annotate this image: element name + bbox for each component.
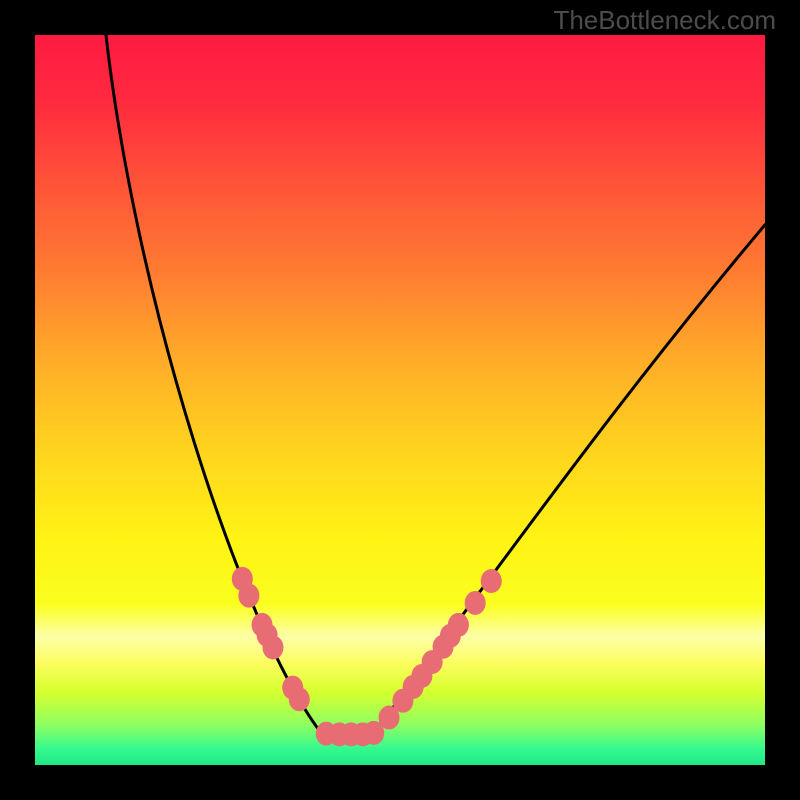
marker-right-8 [465,591,486,615]
marker-left-4 [262,635,283,659]
frame-left [0,0,35,800]
marker-right-9 [481,569,502,593]
plot-area [35,35,765,765]
marker-left-6 [289,687,310,711]
curve-layer [35,35,765,765]
watermark: TheBottleneck.com [553,5,776,36]
frame-bottom [0,765,800,800]
marker-left-1 [238,584,259,608]
well-curve [104,35,765,736]
frame-right [765,0,800,800]
marker-right-7 [448,613,469,637]
